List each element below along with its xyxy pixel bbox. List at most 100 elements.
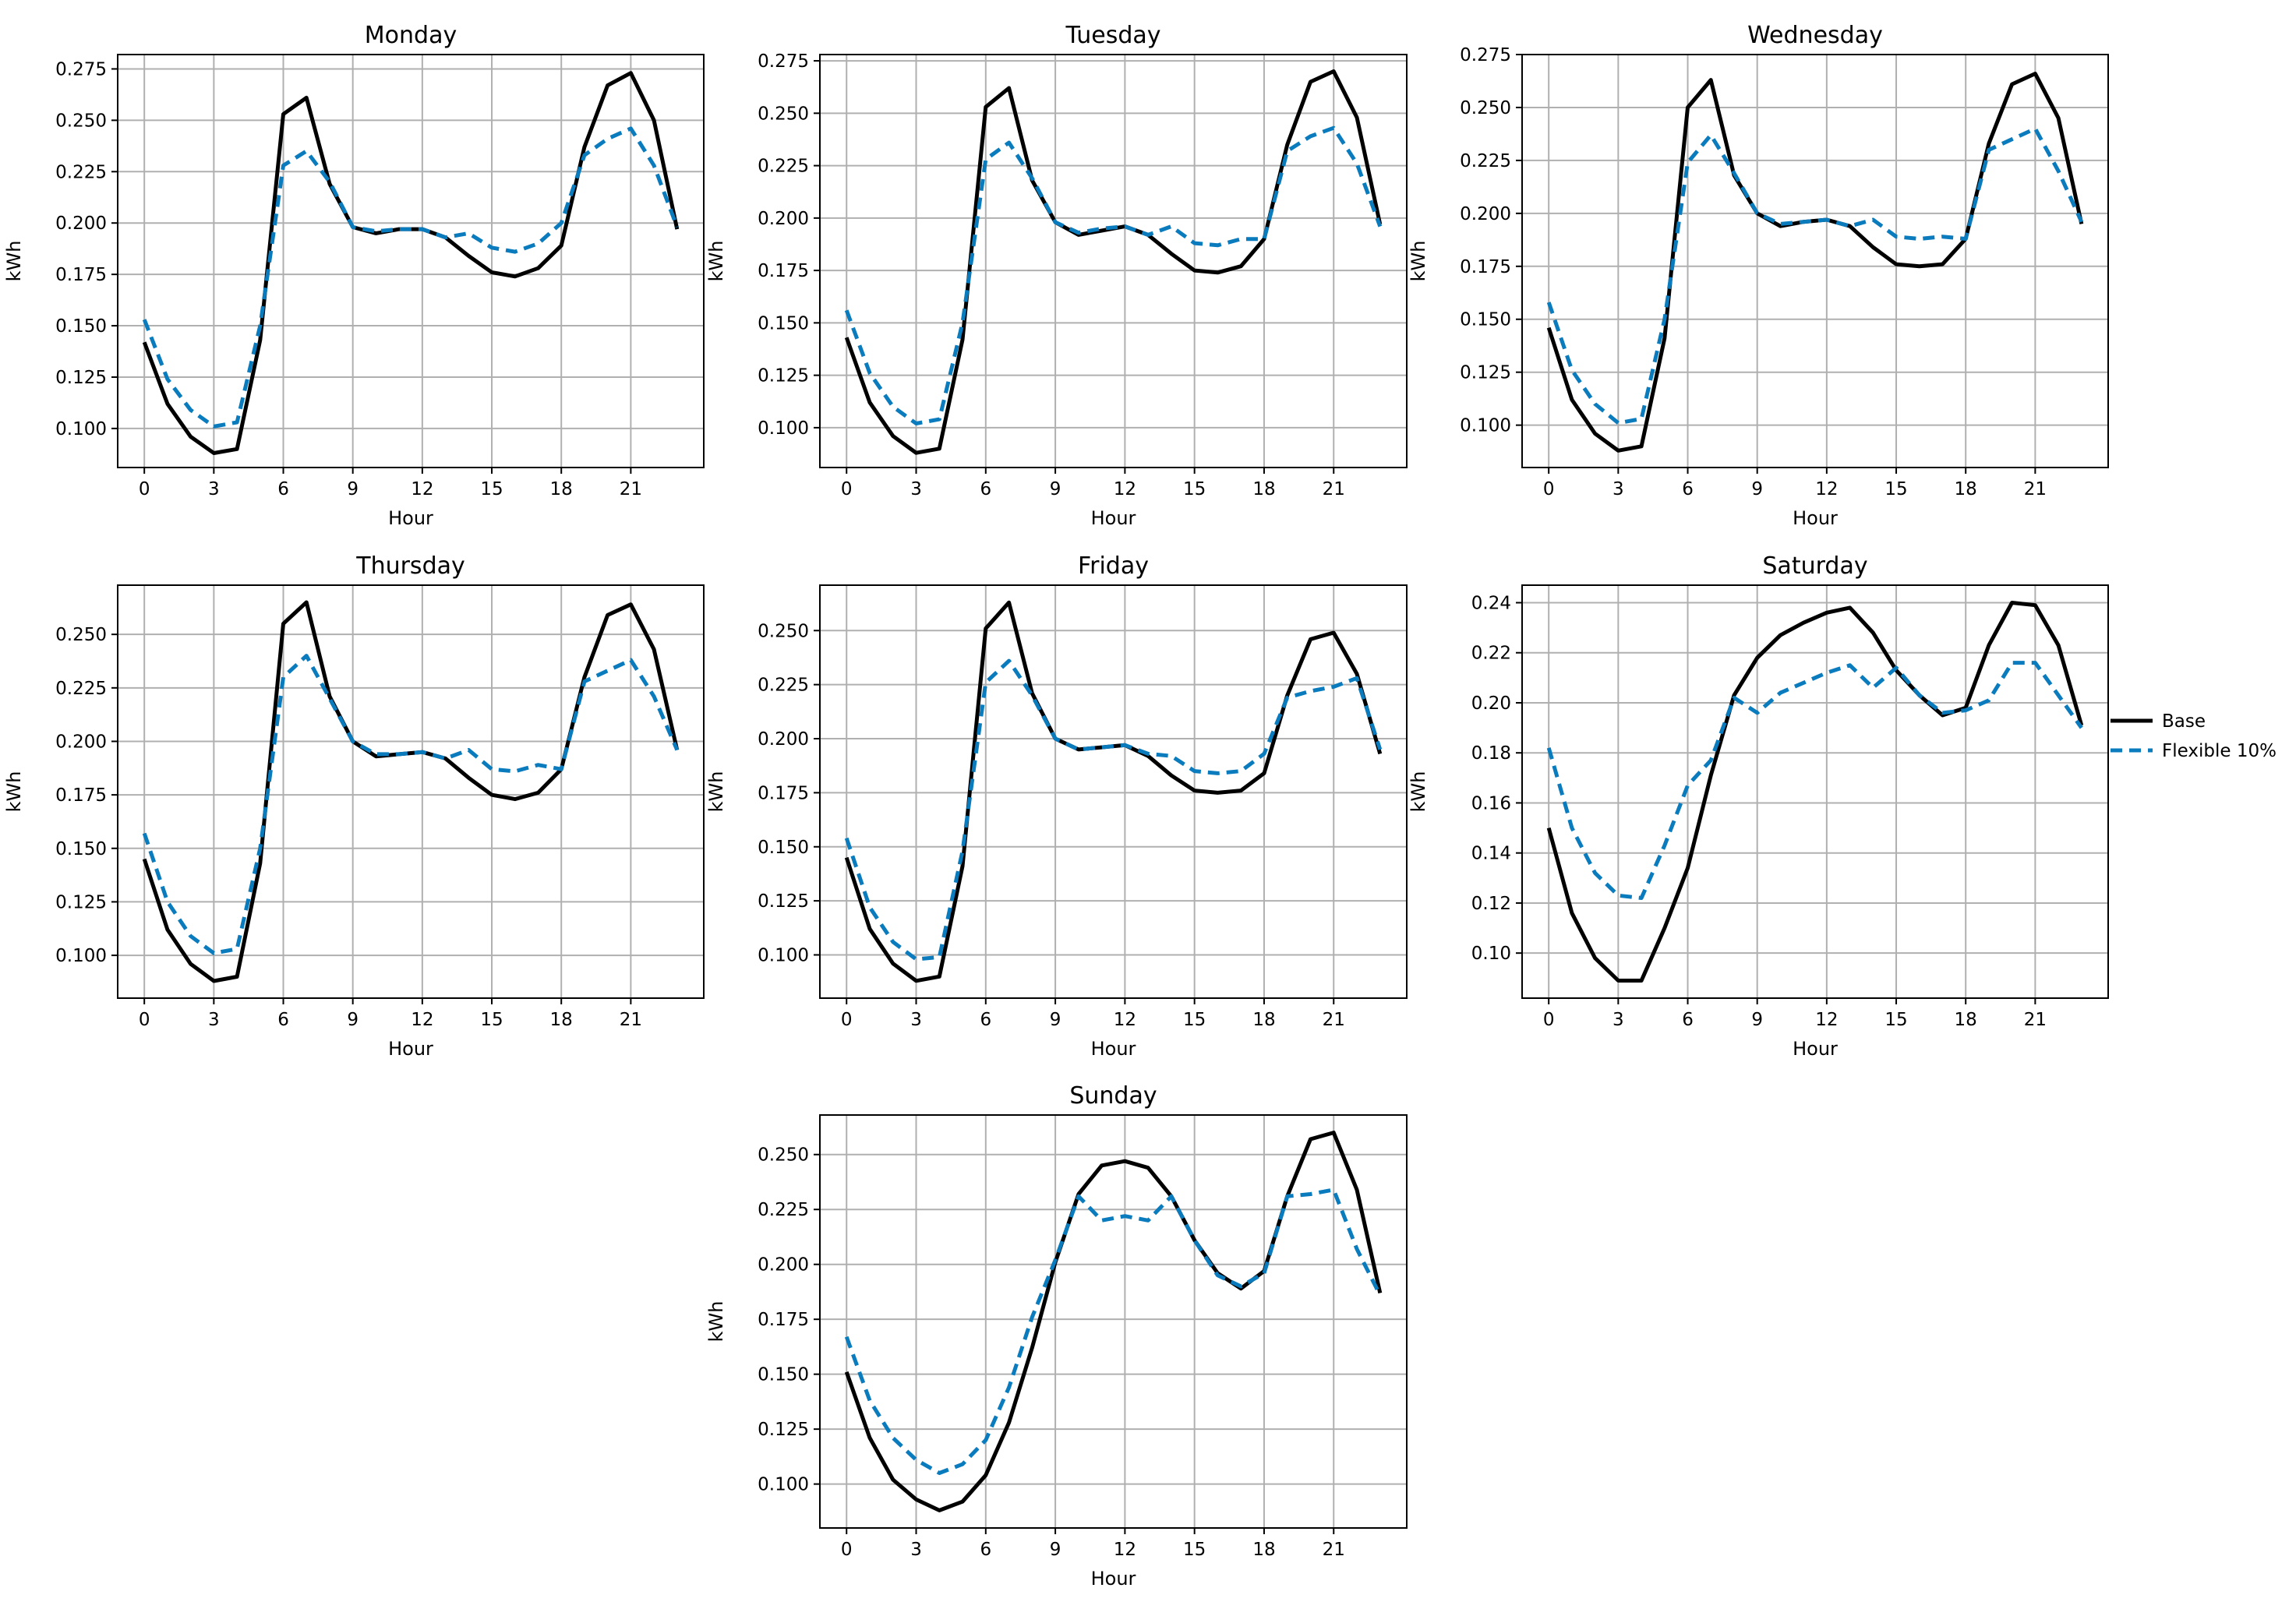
x-tick-label: 9 bbox=[347, 1010, 359, 1030]
y-tick-label: 0.250 bbox=[758, 621, 809, 641]
x-axis-label: Hour bbox=[1091, 1568, 1136, 1590]
y-tick-label: 0.175 bbox=[55, 785, 107, 806]
x-tick-label: 0 bbox=[841, 479, 853, 499]
x-tick-label: 0 bbox=[841, 1010, 853, 1030]
x-tick-label: 3 bbox=[1612, 479, 1624, 499]
x-tick-label: 21 bbox=[620, 479, 642, 499]
series-line-flexible-10 bbox=[142, 126, 680, 429]
panel-title: Wednesday bbox=[1747, 22, 1883, 49]
legend-label: Base bbox=[2162, 711, 2206, 732]
x-tick-label: 12 bbox=[1114, 1540, 1136, 1560]
panel-title: Tuesday bbox=[1065, 22, 1160, 49]
y-tick-label: 0.100 bbox=[55, 946, 107, 966]
y-tick-label: 0.250 bbox=[55, 111, 107, 131]
series-line-flexible-10 bbox=[844, 658, 1383, 962]
y-tick-label: 0.12 bbox=[1471, 894, 1511, 914]
subplot-saturday: 0 3 6 9 12 15 18 21 0.10 0.12 0.14 0.16 0.18 0.20 0.22… bbox=[1408, 552, 2109, 1060]
y-tick-label: 0.200 bbox=[55, 213, 107, 234]
series-line-base bbox=[1546, 601, 2084, 983]
x-tick-label: 3 bbox=[208, 1010, 220, 1030]
subplot-wednesday: 0 3 6 9 12 15 18 21 0.100 0.125 0.150 0.175 0.200 0.2… bbox=[1408, 22, 2109, 529]
subplot-friday: 0 3 6 9 12 15 18 21 0.100 0.125 0.150 0.175 0.200 0.2… bbox=[705, 552, 1408, 1060]
y-tick-label: 0.275 bbox=[55, 59, 107, 79]
x-tick-label: 9 bbox=[1050, 479, 1061, 499]
x-tick-label: 21 bbox=[1323, 1540, 1345, 1560]
y-tick-label: 0.20 bbox=[1471, 693, 1511, 714]
series-line-base bbox=[1546, 72, 2084, 453]
y-axis-label: kWh bbox=[705, 241, 727, 282]
plot-frame bbox=[117, 54, 705, 468]
plot-frame bbox=[1521, 54, 2109, 468]
panel-title: Thursday bbox=[355, 552, 465, 580]
y-tick-label: 0.175 bbox=[758, 1310, 809, 1330]
subplot-monday: 0 3 6 9 12 15 18 21 0.100 0.125 0.150 0.175 0.200 0.2… bbox=[3, 22, 705, 529]
y-tick-label: 0.225 bbox=[758, 157, 809, 177]
y-tick-label: 0.24 bbox=[1471, 593, 1511, 613]
x-tick-label: 9 bbox=[347, 479, 359, 499]
y-tick-label: 0.150 bbox=[55, 839, 107, 859]
x-tick-label: 12 bbox=[411, 1010, 433, 1030]
x-tick-label: 0 bbox=[139, 479, 150, 499]
plot-frame bbox=[819, 584, 1408, 999]
y-tick-label: 0.14 bbox=[1471, 844, 1511, 864]
x-tick-label: 15 bbox=[1884, 479, 1907, 499]
plot-frame bbox=[819, 1114, 1408, 1529]
x-tick-label: 0 bbox=[1543, 1010, 1555, 1030]
plot-frame bbox=[117, 584, 705, 999]
x-tick-label: 6 bbox=[980, 1540, 991, 1560]
y-tick-label: 0.200 bbox=[758, 729, 809, 750]
x-tick-label: 18 bbox=[1252, 479, 1275, 499]
x-tick-label: 21 bbox=[620, 1010, 642, 1030]
y-tick-label: 0.125 bbox=[55, 368, 107, 388]
x-tick-label: 3 bbox=[1612, 1010, 1624, 1030]
series-line-flexible-10 bbox=[1546, 661, 2083, 900]
y-tick-label: 0.22 bbox=[1471, 644, 1511, 664]
y-tick-label: 0.200 bbox=[1460, 204, 1511, 224]
panel-title: Monday bbox=[365, 22, 457, 49]
x-tick-label: 12 bbox=[1815, 1010, 1838, 1030]
legend: Base Flexible 10% bbox=[2111, 711, 2277, 761]
y-tick-label: 0.175 bbox=[55, 265, 107, 285]
y-axis-label: kWh bbox=[705, 771, 727, 813]
series-line-flexible-10 bbox=[844, 1187, 1383, 1475]
x-axis-label: Hour bbox=[1793, 1038, 1838, 1060]
x-tick-label: 6 bbox=[980, 479, 991, 499]
series-line-flexible-10 bbox=[1546, 126, 2084, 425]
y-tick-label: 0.100 bbox=[1460, 416, 1511, 436]
x-tick-label: 0 bbox=[841, 1540, 853, 1560]
x-tick-label: 0 bbox=[1543, 479, 1555, 499]
x-tick-label: 15 bbox=[480, 1010, 503, 1030]
subplot-tuesday: 0 3 6 9 12 15 18 21 0.100 0.125 0.150 0.175 0.200 0.2… bbox=[705, 22, 1408, 529]
y-tick-label: 0.100 bbox=[55, 419, 107, 439]
y-tick-label: 0.200 bbox=[758, 209, 809, 229]
y-tick-label: 0.150 bbox=[55, 316, 107, 337]
y-tick-label: 0.125 bbox=[1460, 363, 1511, 383]
y-tick-label: 0.250 bbox=[1460, 98, 1511, 118]
y-tick-label: 0.125 bbox=[758, 366, 809, 386]
y-tick-label: 0.100 bbox=[758, 418, 809, 439]
x-tick-label: 15 bbox=[1183, 1010, 1206, 1030]
y-tick-label: 0.175 bbox=[1460, 257, 1511, 277]
series-line-base bbox=[844, 600, 1383, 983]
panel-title: Friday bbox=[1078, 552, 1149, 580]
x-tick-label: 3 bbox=[910, 1010, 922, 1030]
y-tick-label: 0.150 bbox=[1460, 310, 1511, 330]
x-tick-label: 18 bbox=[1955, 479, 1977, 499]
x-tick-label: 12 bbox=[411, 479, 433, 499]
y-axis-label: kWh bbox=[3, 771, 25, 813]
subplot-thursday: 0 3 6 9 12 15 18 21 0.100 0.125 0.150 0.175 0.200 0.2… bbox=[3, 552, 705, 1060]
x-tick-label: 18 bbox=[1955, 1010, 1977, 1030]
x-axis-label: Hour bbox=[1091, 1038, 1136, 1060]
series-line-flexible-10 bbox=[142, 654, 680, 955]
panel-title: Saturday bbox=[1762, 552, 1867, 580]
y-tick-label: 0.250 bbox=[758, 1145, 809, 1166]
x-tick-label: 9 bbox=[1751, 479, 1763, 499]
x-tick-label: 15 bbox=[1884, 1010, 1907, 1030]
x-tick-label: 0 bbox=[139, 1010, 150, 1030]
y-tick-label: 0.10 bbox=[1471, 944, 1511, 964]
y-axis-label: kWh bbox=[705, 1301, 727, 1343]
y-axis-label: kWh bbox=[1408, 241, 1429, 282]
y-tick-label: 0.175 bbox=[758, 783, 809, 803]
x-tick-label: 21 bbox=[1323, 479, 1345, 499]
